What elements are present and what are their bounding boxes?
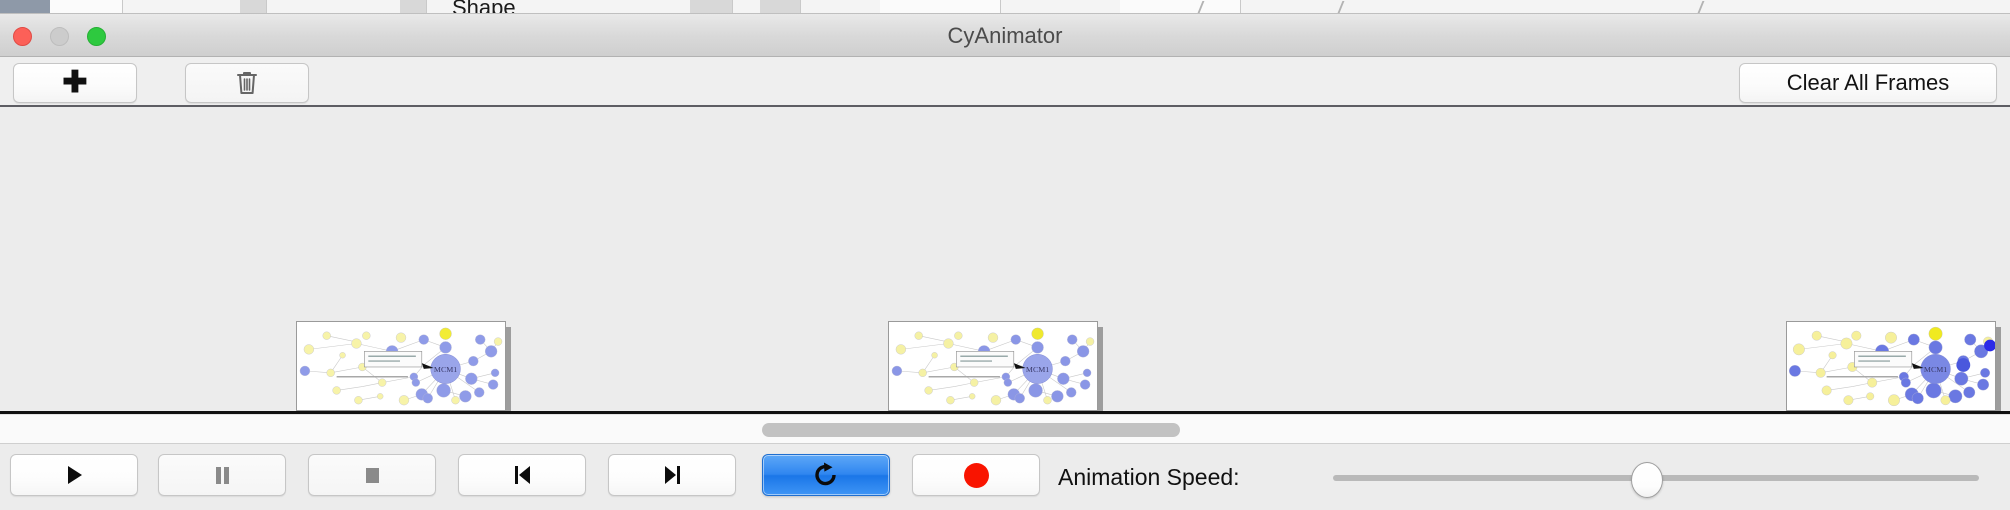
stop-icon [359, 462, 385, 488]
background-window-strip: Shape [0, 0, 2010, 14]
bg-cell [240, 0, 267, 14]
timeline-frame-thumbnail[interactable]: MCM1 [296, 321, 511, 414]
record-dot [963, 462, 989, 488]
bg-cell [1120, 0, 1241, 14]
zoom-icon[interactable] [87, 27, 106, 46]
horizontal-scrollbar[interactable] [0, 414, 2010, 444]
svg-text:MCM1: MCM1 [434, 365, 457, 374]
pause-button [158, 454, 286, 496]
bg-cell [690, 0, 733, 14]
bg-cell [880, 0, 1001, 14]
record-button[interactable] [912, 454, 1040, 496]
playback-bar: Animation Speed: [0, 445, 2010, 510]
bg-divider [0, 13, 2010, 14]
timeline-frame-thumbnail[interactable]: MCM1 [1786, 321, 2001, 414]
delete-frame-button[interactable] [185, 63, 309, 103]
minimize-icon[interactable] [50, 27, 69, 46]
title-bar: CyAnimator [0, 14, 2010, 57]
pause-icon [209, 462, 235, 488]
timeline-axis [0, 411, 2010, 414]
loop-icon [811, 460, 841, 490]
bg-cell [400, 0, 427, 14]
stop-button [308, 454, 436, 496]
scrollbar-thumb[interactable] [762, 423, 1180, 437]
bg-cell [760, 0, 801, 14]
window-title: CyAnimator [947, 23, 1063, 48]
bg-cell [50, 0, 123, 14]
animation-speed-label: Animation Speed: [1058, 464, 1240, 490]
skip-forward-icon [659, 462, 685, 488]
play-button[interactable] [10, 454, 138, 496]
clear-all-frames-label: Clear All Frames [1786, 70, 1950, 95]
previous-frame-button[interactable] [458, 454, 586, 496]
network-thumbnail: MCM1 [296, 321, 506, 411]
trash-icon [235, 70, 259, 96]
bg-window-text: Shape [452, 0, 516, 14]
next-frame-button[interactable] [608, 454, 736, 496]
play-icon [61, 462, 87, 488]
record-icon [963, 462, 989, 488]
bg-tick [1697, 1, 1705, 13]
toolbar: ✚ Clear All Frames [0, 57, 2010, 107]
skip-back-icon [509, 462, 535, 488]
bg-cell [0, 0, 51, 14]
close-icon[interactable] [13, 27, 32, 46]
network-thumbnail: MCM1 [1786, 321, 1996, 411]
bg-tick [1337, 1, 1345, 13]
svg-text:MCM1: MCM1 [1026, 365, 1049, 374]
animation-speed-slider-thumb[interactable] [1631, 462, 1663, 498]
loop-button[interactable] [762, 454, 890, 496]
timeline-frame-thumbnail[interactable]: MCM1 [888, 321, 1103, 414]
add-frame-button[interactable]: ✚ [13, 63, 137, 103]
clear-all-frames-button[interactable]: Clear All Frames [1739, 63, 1997, 103]
network-thumbnail: MCM1 [888, 321, 1098, 411]
svg-text:MCM1: MCM1 [1924, 365, 1947, 374]
